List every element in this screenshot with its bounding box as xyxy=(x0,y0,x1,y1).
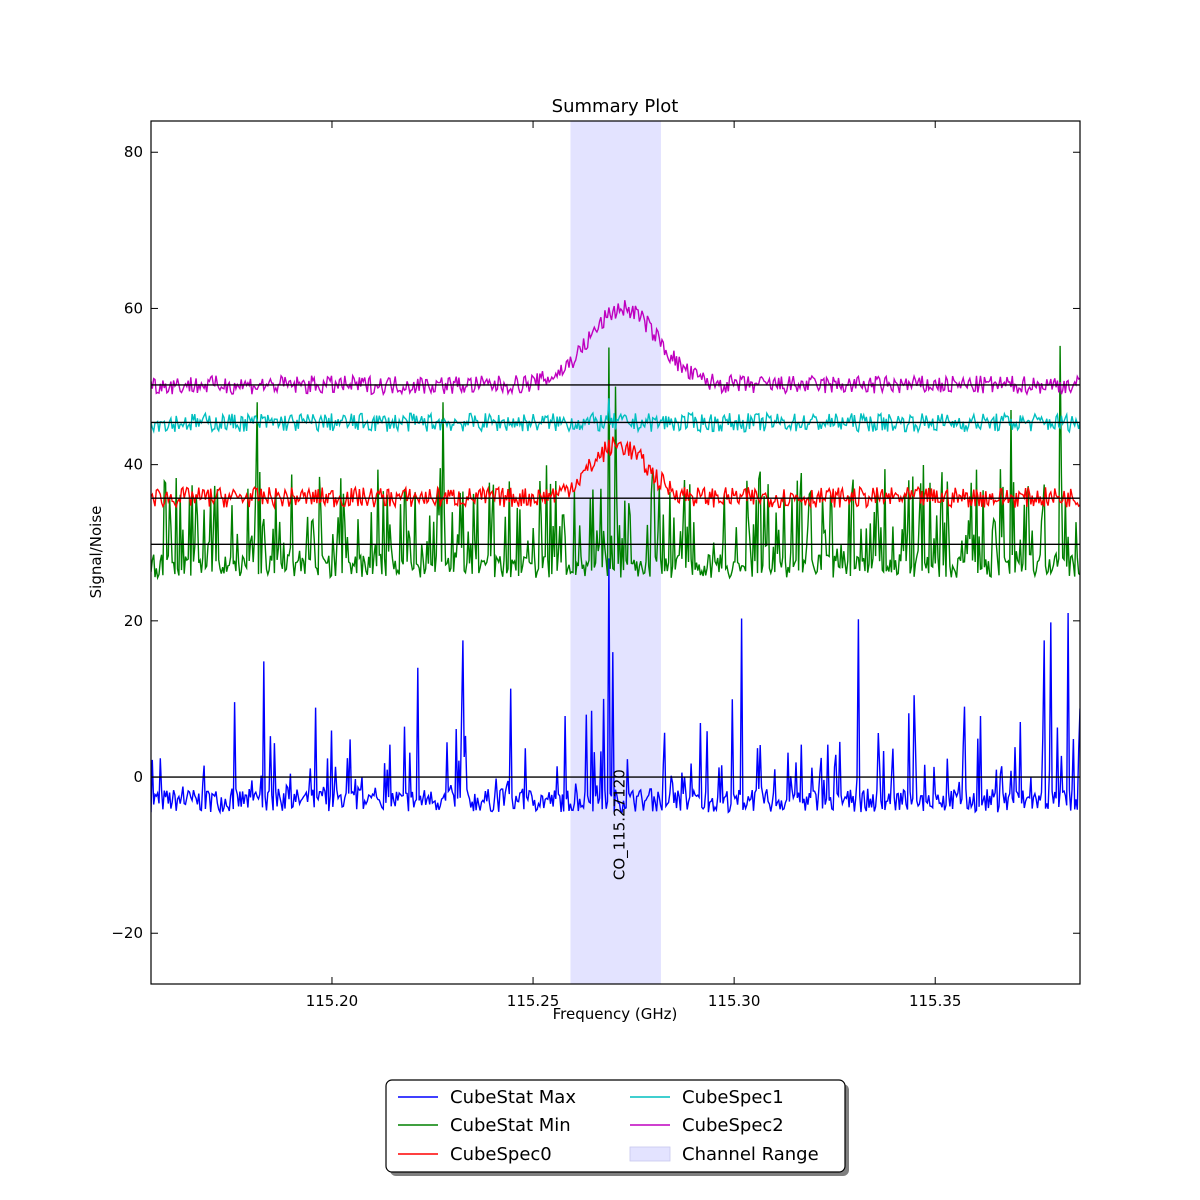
series-line-3 xyxy=(151,436,1080,511)
x-tick-label: 115.20 xyxy=(306,992,359,1010)
y-tick-label: 0 xyxy=(133,768,143,786)
axes: 115.20 115.25 115.30 115.35 −20 0 20 40 60 80 xyxy=(111,121,1080,1010)
x-tick-label: 115.35 xyxy=(909,992,962,1010)
y-tick-label: 40 xyxy=(124,456,143,474)
y-axis-label: Signal/Noise xyxy=(87,506,105,599)
series-line-2 xyxy=(151,345,1080,581)
plot-area: CO_115.27120 xyxy=(150,120,1081,985)
y-tick-label: 60 xyxy=(124,299,143,317)
x-axis-label: Frequency (GHz) xyxy=(553,1005,678,1023)
legend-label: CubeStat Min xyxy=(450,1115,571,1136)
x-tick-label: 115.25 xyxy=(507,992,560,1010)
plot-frame xyxy=(150,120,1081,985)
legend: CubeStat Max CubeStat Min CubeSpec0 CubeSpe… xyxy=(385,1079,849,1176)
legend-label: CubeSpec1 xyxy=(682,1087,784,1108)
y-tick-label: 80 xyxy=(124,143,143,161)
legend-label: CubeStat Max xyxy=(450,1087,576,1108)
legend-label: Channel Range xyxy=(682,1144,819,1165)
series-line-5 xyxy=(151,300,1080,397)
y-tick-label: −20 xyxy=(111,924,143,942)
chart-title: Summary Plot xyxy=(552,96,679,117)
legend-swatch-channel-range xyxy=(629,1146,671,1162)
legend-box xyxy=(385,1079,846,1173)
x-tick-label: 115.30 xyxy=(708,992,761,1010)
y-tick-label: 20 xyxy=(124,612,143,630)
legend-label: CubeSpec2 xyxy=(682,1115,784,1136)
line-marker-label: CO_115.27120 xyxy=(610,769,629,880)
legend-label: CubeSpec0 xyxy=(450,1144,552,1165)
